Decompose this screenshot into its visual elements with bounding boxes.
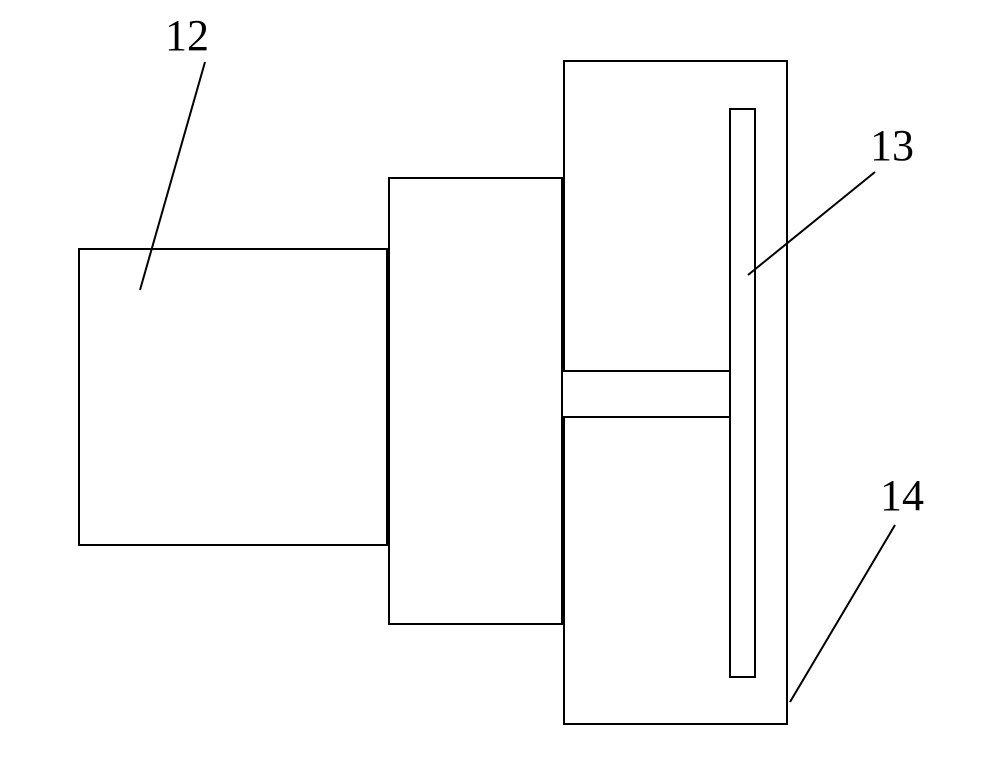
label-14: 14: [880, 470, 924, 521]
leader-14: [0, 0, 1000, 770]
label-13: 13: [870, 120, 914, 171]
diagram-canvas: 12 13 14: [0, 0, 1000, 770]
label-12: 12: [165, 10, 209, 61]
